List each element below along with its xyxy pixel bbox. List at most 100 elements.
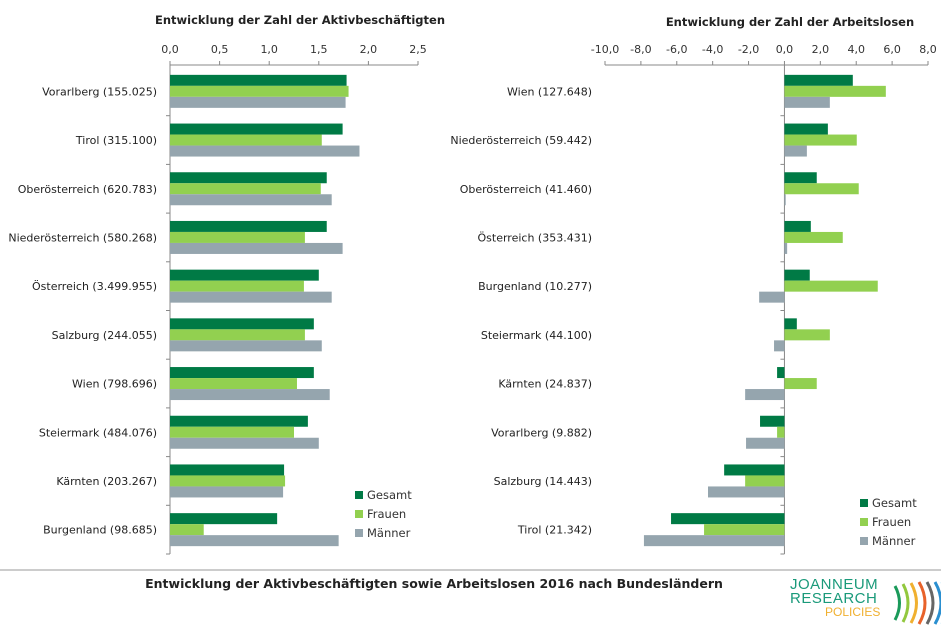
right-bar-frauen — [784, 280, 878, 292]
right-bar-frauen — [784, 231, 843, 243]
left-bar-männer — [170, 145, 360, 157]
left-legend-label: Männer — [367, 526, 411, 540]
left-bar-gesamt — [170, 269, 319, 281]
left-bar-gesamt — [170, 172, 327, 184]
right-bar-frauen — [784, 85, 886, 97]
left-bar-frauen — [170, 475, 286, 487]
right-x-tick-label: 4,0 — [847, 43, 865, 56]
left-bar-gesamt — [170, 415, 308, 427]
right-category-label: Steiermark (44.100) — [481, 329, 592, 342]
right-category-label: Tirol (21.342) — [517, 524, 592, 537]
left-x-tick-label: 1,5 — [310, 43, 328, 56]
left-bar-männer — [170, 535, 339, 547]
right-legend-label: Frauen — [872, 515, 911, 529]
left-bar-frauen — [170, 524, 204, 536]
right-bar-frauen — [704, 524, 785, 536]
right-bar-gesamt — [671, 513, 785, 525]
left-bar-frauen — [170, 134, 322, 146]
left-bar-männer — [170, 242, 343, 254]
right-legend-swatch — [860, 499, 868, 507]
left-category-label: Wien (798.696) — [72, 378, 157, 391]
right-chart-title: Entwicklung der Zahl der Arbeitslosen — [666, 15, 914, 29]
right-bar-gesamt — [784, 318, 797, 330]
left-x-tick-label: 2,0 — [360, 43, 378, 56]
right-category-label: Salzburg (14.443) — [494, 475, 592, 488]
right-category-label: Niederösterreich (59.442) — [450, 134, 592, 147]
left-x-tick-label: 2,5 — [409, 43, 427, 56]
right-category-label: Oberösterreich (41.460) — [460, 183, 592, 196]
right-x-tick-label: -10,0 — [591, 43, 619, 56]
right-category-label: Vorarlberg (9.882) — [491, 426, 592, 439]
right-legend-label: Gesamt — [872, 496, 917, 510]
right-bar-männer — [774, 340, 785, 352]
right-bar-männer — [784, 194, 786, 206]
left-bar-gesamt — [170, 513, 278, 525]
left-bar-frauen — [170, 280, 304, 292]
left-bar-gesamt — [170, 220, 327, 232]
left-category-label: Steiermark (484.076) — [39, 426, 157, 439]
right-bar-männer — [784, 242, 788, 254]
left-category-label: Vorarlberg (155.025) — [42, 85, 157, 98]
right-x-tick-label: -8,0 — [630, 43, 651, 56]
left-x-tick-label: 0,0 — [161, 43, 179, 56]
right-x-tick-label: -6,0 — [666, 43, 687, 56]
left-bar-gesamt — [170, 318, 314, 330]
left-bar-männer — [170, 194, 332, 206]
right-bar-männer — [746, 437, 785, 449]
right-bar-gesamt — [724, 464, 785, 476]
right-bar-gesamt — [784, 269, 810, 281]
left-category-label: Burgenland (98.685) — [43, 524, 157, 537]
right-bar-männer — [784, 96, 830, 108]
right-category-label: Burgenland (10.277) — [478, 280, 592, 293]
left-category-label: Salzburg (244.055) — [52, 329, 157, 342]
left-bar-männer — [170, 437, 319, 449]
left-bar-männer — [170, 340, 322, 352]
right-bar-frauen — [784, 378, 817, 390]
left-legend-label: Frauen — [367, 507, 406, 521]
left-bar-frauen — [170, 329, 305, 341]
right-bar-gesamt — [760, 415, 785, 427]
logo-line-3: POLICIES — [825, 605, 881, 619]
right-bar-gesamt — [784, 123, 828, 135]
joanneum-research-logo: JOANNEUM RESEARCH POLICIES — [790, 576, 941, 628]
left-x-tick-label: 0,5 — [211, 43, 229, 56]
right-bar-gesamt — [784, 220, 811, 232]
logo-line-2: RESEARCH — [790, 590, 878, 607]
left-bar-gesamt — [170, 367, 314, 379]
right-category-label: Kärnten (24.837) — [498, 378, 592, 391]
figure-caption: Entwicklung der Aktivbeschäftigten sowie… — [145, 576, 723, 591]
right-x-tick-label: -4,0 — [702, 43, 723, 56]
right-legend-swatch — [860, 518, 868, 526]
right-bar-männer — [784, 145, 807, 157]
left-bar-männer — [170, 96, 346, 108]
left-bar-männer — [170, 291, 332, 303]
right-bar-frauen — [784, 134, 857, 146]
left-category-label: Kärnten (203.267) — [56, 475, 157, 488]
right-bar-gesamt — [784, 74, 853, 86]
left-bar-frauen — [170, 183, 321, 195]
right-legend-label: Männer — [872, 534, 916, 548]
left-legend-swatch — [355, 510, 363, 518]
left-x-tick-label: 1,0 — [260, 43, 278, 56]
left-bar-männer — [170, 486, 284, 498]
left-bar-gesamt — [170, 74, 347, 86]
right-bar-frauen — [745, 475, 785, 487]
left-category-label: Österreich (3.499.955) — [32, 280, 157, 293]
right-category-label: Wien (127.648) — [507, 85, 592, 98]
left-bar-frauen — [170, 378, 297, 390]
right-bar-männer — [708, 486, 785, 498]
left-legend-swatch — [355, 529, 363, 537]
right-bar-männer — [643, 535, 785, 547]
left-category-label: Tirol (315.100) — [75, 134, 157, 147]
right-bar-frauen — [777, 426, 785, 438]
right-legend-swatch — [860, 537, 868, 545]
right-x-tick-label: 2,0 — [812, 43, 830, 56]
left-bar-gesamt — [170, 123, 343, 135]
right-bar-männer — [745, 389, 785, 401]
right-bar-frauen — [784, 183, 859, 195]
left-legend-label: Gesamt — [367, 488, 412, 502]
logo-line-1: JOANNEUM — [790, 576, 879, 593]
left-bar-frauen — [170, 85, 349, 97]
right-bar-männer — [759, 291, 785, 303]
